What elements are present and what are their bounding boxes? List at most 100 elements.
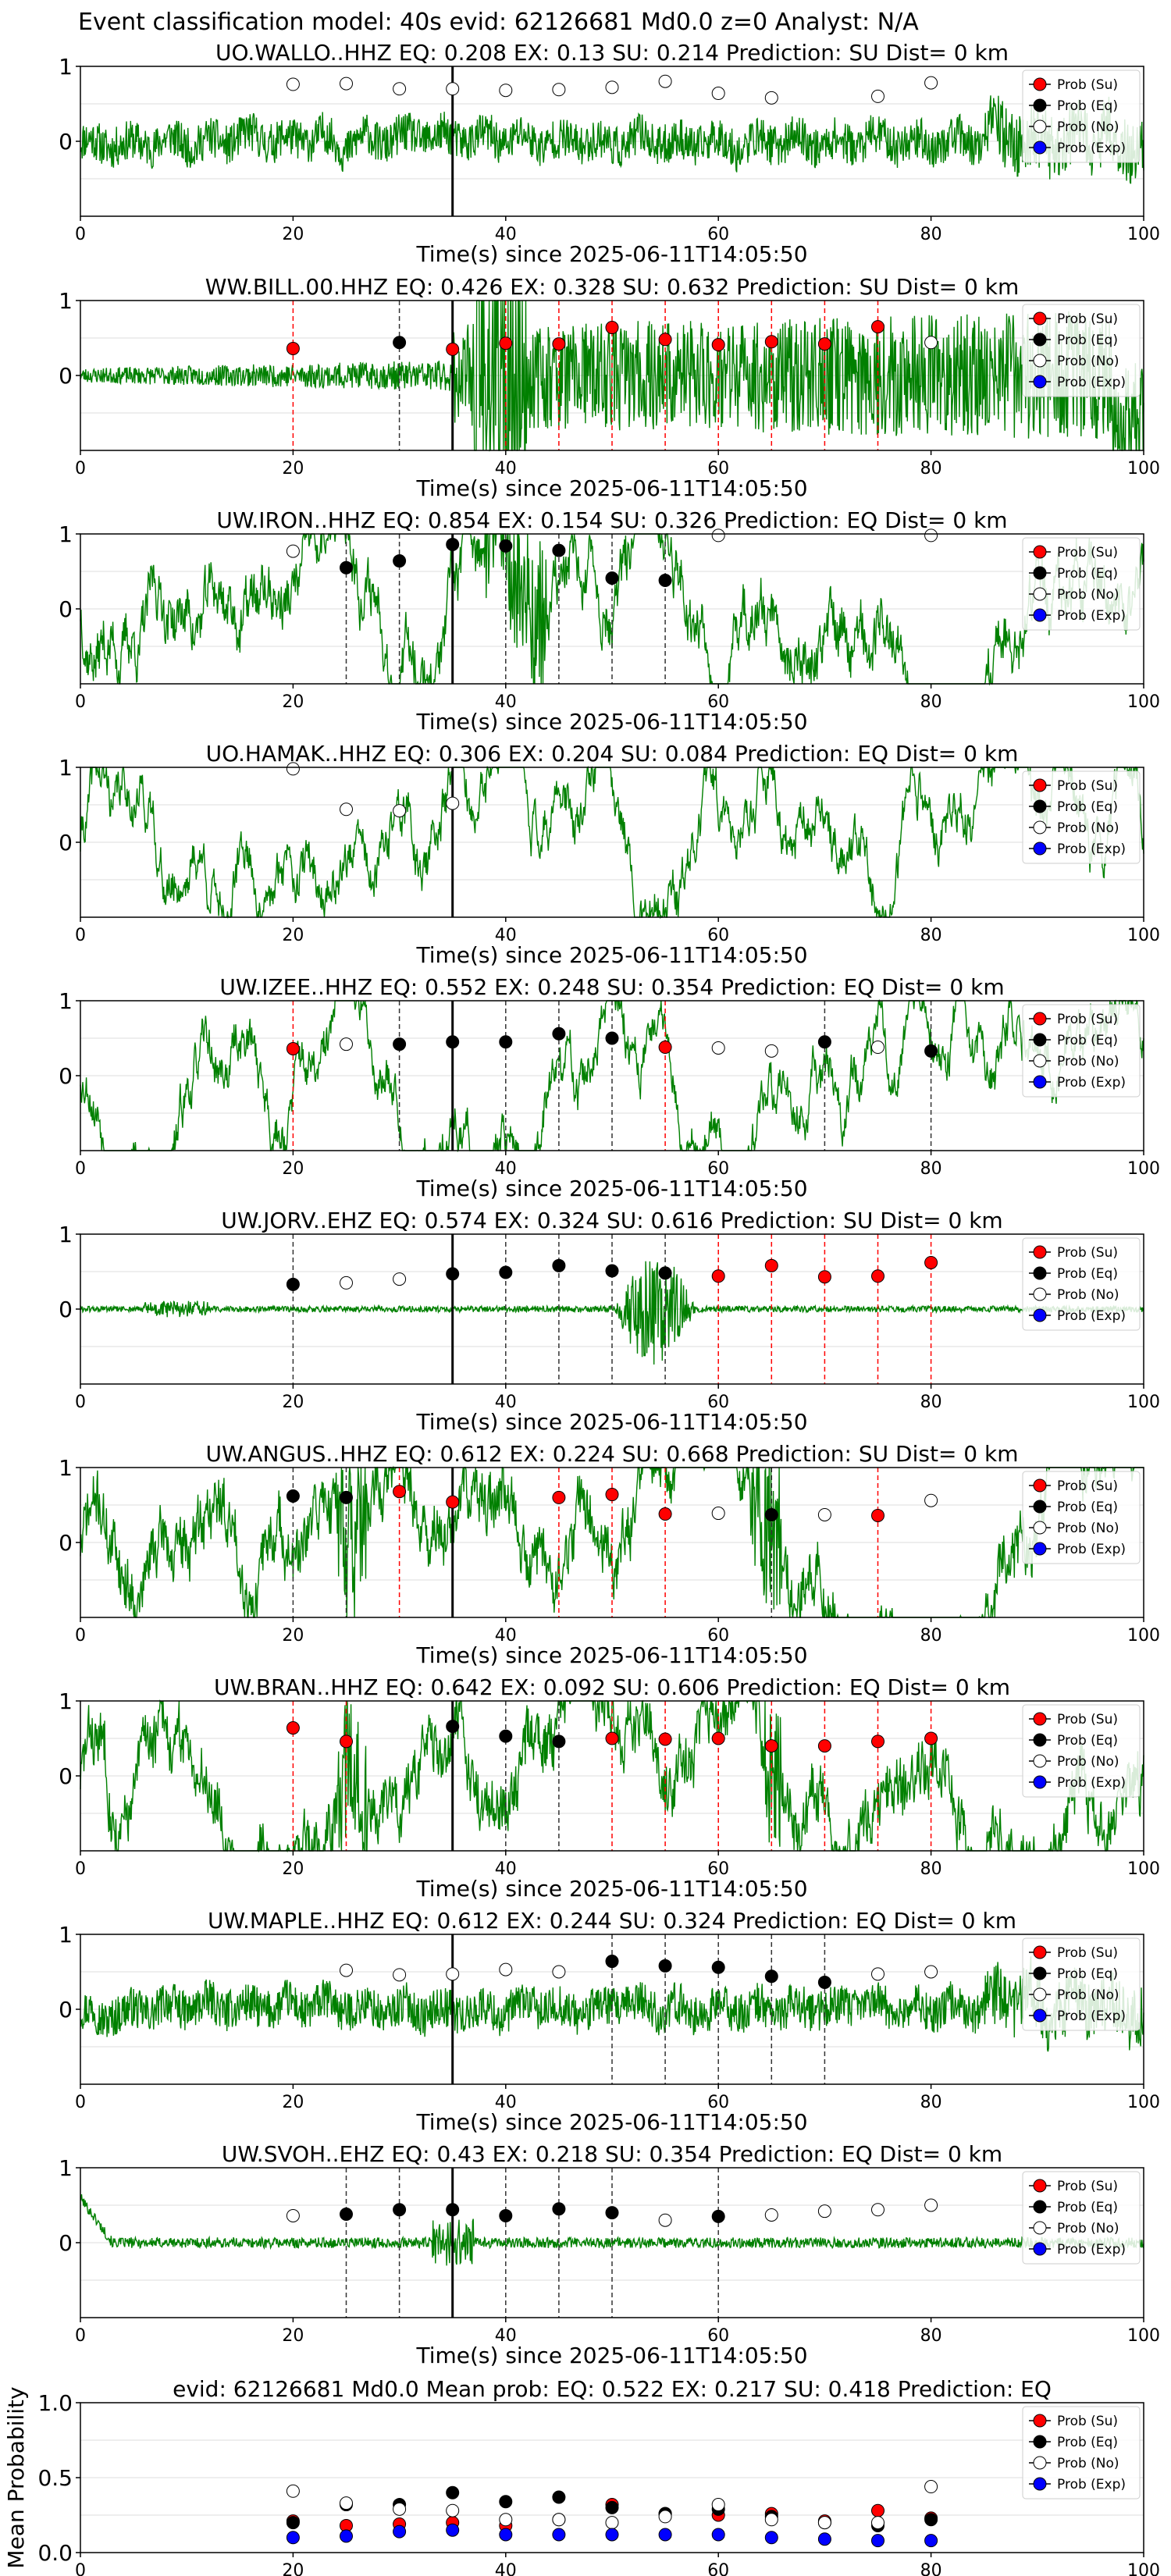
panel-4: UW.IZEE..HHZ EQ: 0.552 EX: 0.248 SU: 0.3… [59, 974, 1160, 1201]
panel-3: UO.HAMAK..HHZ EQ: 0.306 EX: 0.204 SU: 0.… [59, 741, 1160, 968]
point-eq [605, 1264, 619, 1278]
x-tick-label: 60 [707, 2093, 729, 2112]
point-eq [658, 1959, 672, 1973]
panel-title: UO.HAMAK..HHZ EQ: 0.306 EX: 0.204 SU: 0.… [206, 741, 1019, 767]
legend-label: Prob (Eq) [1057, 1733, 1118, 1749]
legend: Prob (Su) Prob (Eq) Prob (No) Prob (Exp) [1022, 1471, 1141, 1564]
legend-label: Prob (No) [1057, 2221, 1119, 2236]
point-no [286, 2484, 300, 2498]
legend: Prob (Su) Prob (Eq) Prob (No) Prob (Exp) [1022, 1004, 1141, 1098]
legend: Prob (Su) Prob (Eq) Prob (No) Prob (Exp) [1022, 1937, 1141, 2031]
y-tick-label: 0 [59, 830, 73, 856]
point-no [446, 2503, 460, 2517]
point-no [340, 1037, 353, 1051]
x-tick-label: 0 [75, 1859, 86, 1879]
point-su [605, 1731, 619, 1745]
legend: Prob (Su) Prob (Eq) Prob (No) Prob (Exp) [1022, 304, 1141, 397]
legend-label: Prob (Eq) [1057, 1966, 1118, 1982]
legend-label: Prob (Eq) [1057, 1500, 1118, 1515]
point-no [871, 2516, 884, 2530]
y-tick-label: 1 [59, 54, 73, 80]
panel-6: UW.ANGUS..HHZ EQ: 0.612 EX: 0.224 SU: 0.… [59, 1441, 1160, 1668]
point-su [552, 1490, 566, 1504]
legend-marker-no [1033, 1521, 1047, 1535]
point-su [817, 337, 831, 351]
waveform-trace [80, 300, 1144, 452]
point-exp [340, 2529, 353, 2543]
legend-label: Prob (No) [1057, 354, 1119, 369]
point-su [446, 1495, 460, 1509]
point-exp [605, 2528, 619, 2542]
point-eq [924, 2513, 938, 2527]
point-eq [764, 1507, 778, 1521]
y-tick-label: 1 [59, 988, 73, 1014]
point-no [446, 82, 460, 96]
legend-box [1022, 770, 1141, 864]
point-no [340, 1276, 353, 1290]
point-eq [924, 1044, 938, 1058]
x-tick-label: 60 [707, 2561, 729, 2576]
x-axis-label: Time(s) since 2025-06-11T14:05:50 [415, 2109, 807, 2135]
legend-marker-su [1033, 1712, 1047, 1726]
panel-title: UW.BRAN..HHZ EQ: 0.642 EX: 0.092 SU: 0.6… [214, 1674, 1010, 1700]
x-tick-label: 60 [707, 2326, 729, 2346]
point-no [871, 89, 884, 103]
point-no [552, 1965, 566, 1979]
x-axis-label: Time(s) since 2025-06-11T14:05:50 [415, 942, 807, 968]
point-no [286, 762, 300, 776]
point-eq [340, 2208, 353, 2222]
point-no [924, 336, 938, 350]
legend-label: Prob (Eq) [1057, 566, 1118, 582]
point-eq [605, 2206, 619, 2220]
point-no [446, 796, 460, 810]
point-no [286, 544, 300, 558]
legend: Prob (Su) Prob (Eq) Prob (No) Prob (Exp) [1022, 537, 1141, 631]
legend-marker-eq [1033, 1966, 1047, 1980]
panel-title: UW.SVOH..EHZ EQ: 0.43 EX: 0.218 SU: 0.35… [222, 2141, 1002, 2167]
legend-marker-eq [1033, 98, 1047, 112]
x-tick-label: 0 [75, 225, 86, 244]
x-tick-label: 20 [282, 2326, 304, 2346]
y-tick-label: 0.0 [37, 2540, 73, 2566]
point-eq [446, 2485, 460, 2500]
x-tick-label: 20 [282, 2093, 304, 2112]
panel-7: UW.BRAN..HHZ EQ: 0.642 EX: 0.092 SU: 0.6… [59, 1674, 1160, 1902]
x-tick-label: 80 [920, 926, 942, 945]
waveform-trace [80, 1956, 1144, 2052]
legend-marker-exp [1033, 141, 1047, 155]
point-eq [552, 1258, 566, 1272]
point-no [924, 2480, 938, 2494]
x-tick-label: 80 [920, 459, 942, 479]
point-no [817, 2516, 831, 2530]
legend-marker-exp [1033, 2242, 1047, 2256]
legend-marker-eq [1033, 1033, 1047, 1047]
point-su [605, 321, 619, 335]
point-eq [658, 1266, 672, 1280]
legend-marker-exp [1033, 2008, 1047, 2023]
point-no [711, 2498, 725, 2512]
point-eq [446, 1035, 460, 1049]
legend-label: Prob (Exp) [1057, 841, 1126, 857]
point-su [764, 1739, 778, 1753]
x-tick-label: 20 [282, 459, 304, 479]
panel-5: UW.JORV..EHZ EQ: 0.574 EX: 0.324 SU: 0.6… [59, 1208, 1160, 1435]
point-exp [286, 2531, 300, 2545]
x-tick-label: 40 [495, 926, 517, 945]
panel-title: UW.MAPLE..HHZ EQ: 0.612 EX: 0.244 SU: 0.… [208, 1908, 1016, 1934]
legend-marker-exp [1033, 1775, 1047, 1789]
x-tick-label: 100 [1127, 2561, 1160, 2576]
point-su [924, 1731, 938, 1745]
point-no [711, 1041, 725, 1055]
legend-label: Prob (Exp) [1057, 2242, 1126, 2258]
point-no [711, 87, 725, 101]
legend-marker-no [1033, 1987, 1047, 2001]
x-tick-label: 80 [920, 692, 942, 712]
point-eq [605, 1955, 619, 1969]
point-eq [552, 543, 566, 557]
legend-box [1022, 2406, 1141, 2500]
legend-marker-no [1033, 119, 1047, 133]
point-no [286, 2208, 300, 2222]
point-no [499, 1962, 513, 1976]
panel-title: UW.IZEE..HHZ EQ: 0.552 EX: 0.248 SU: 0.3… [219, 974, 1004, 1000]
